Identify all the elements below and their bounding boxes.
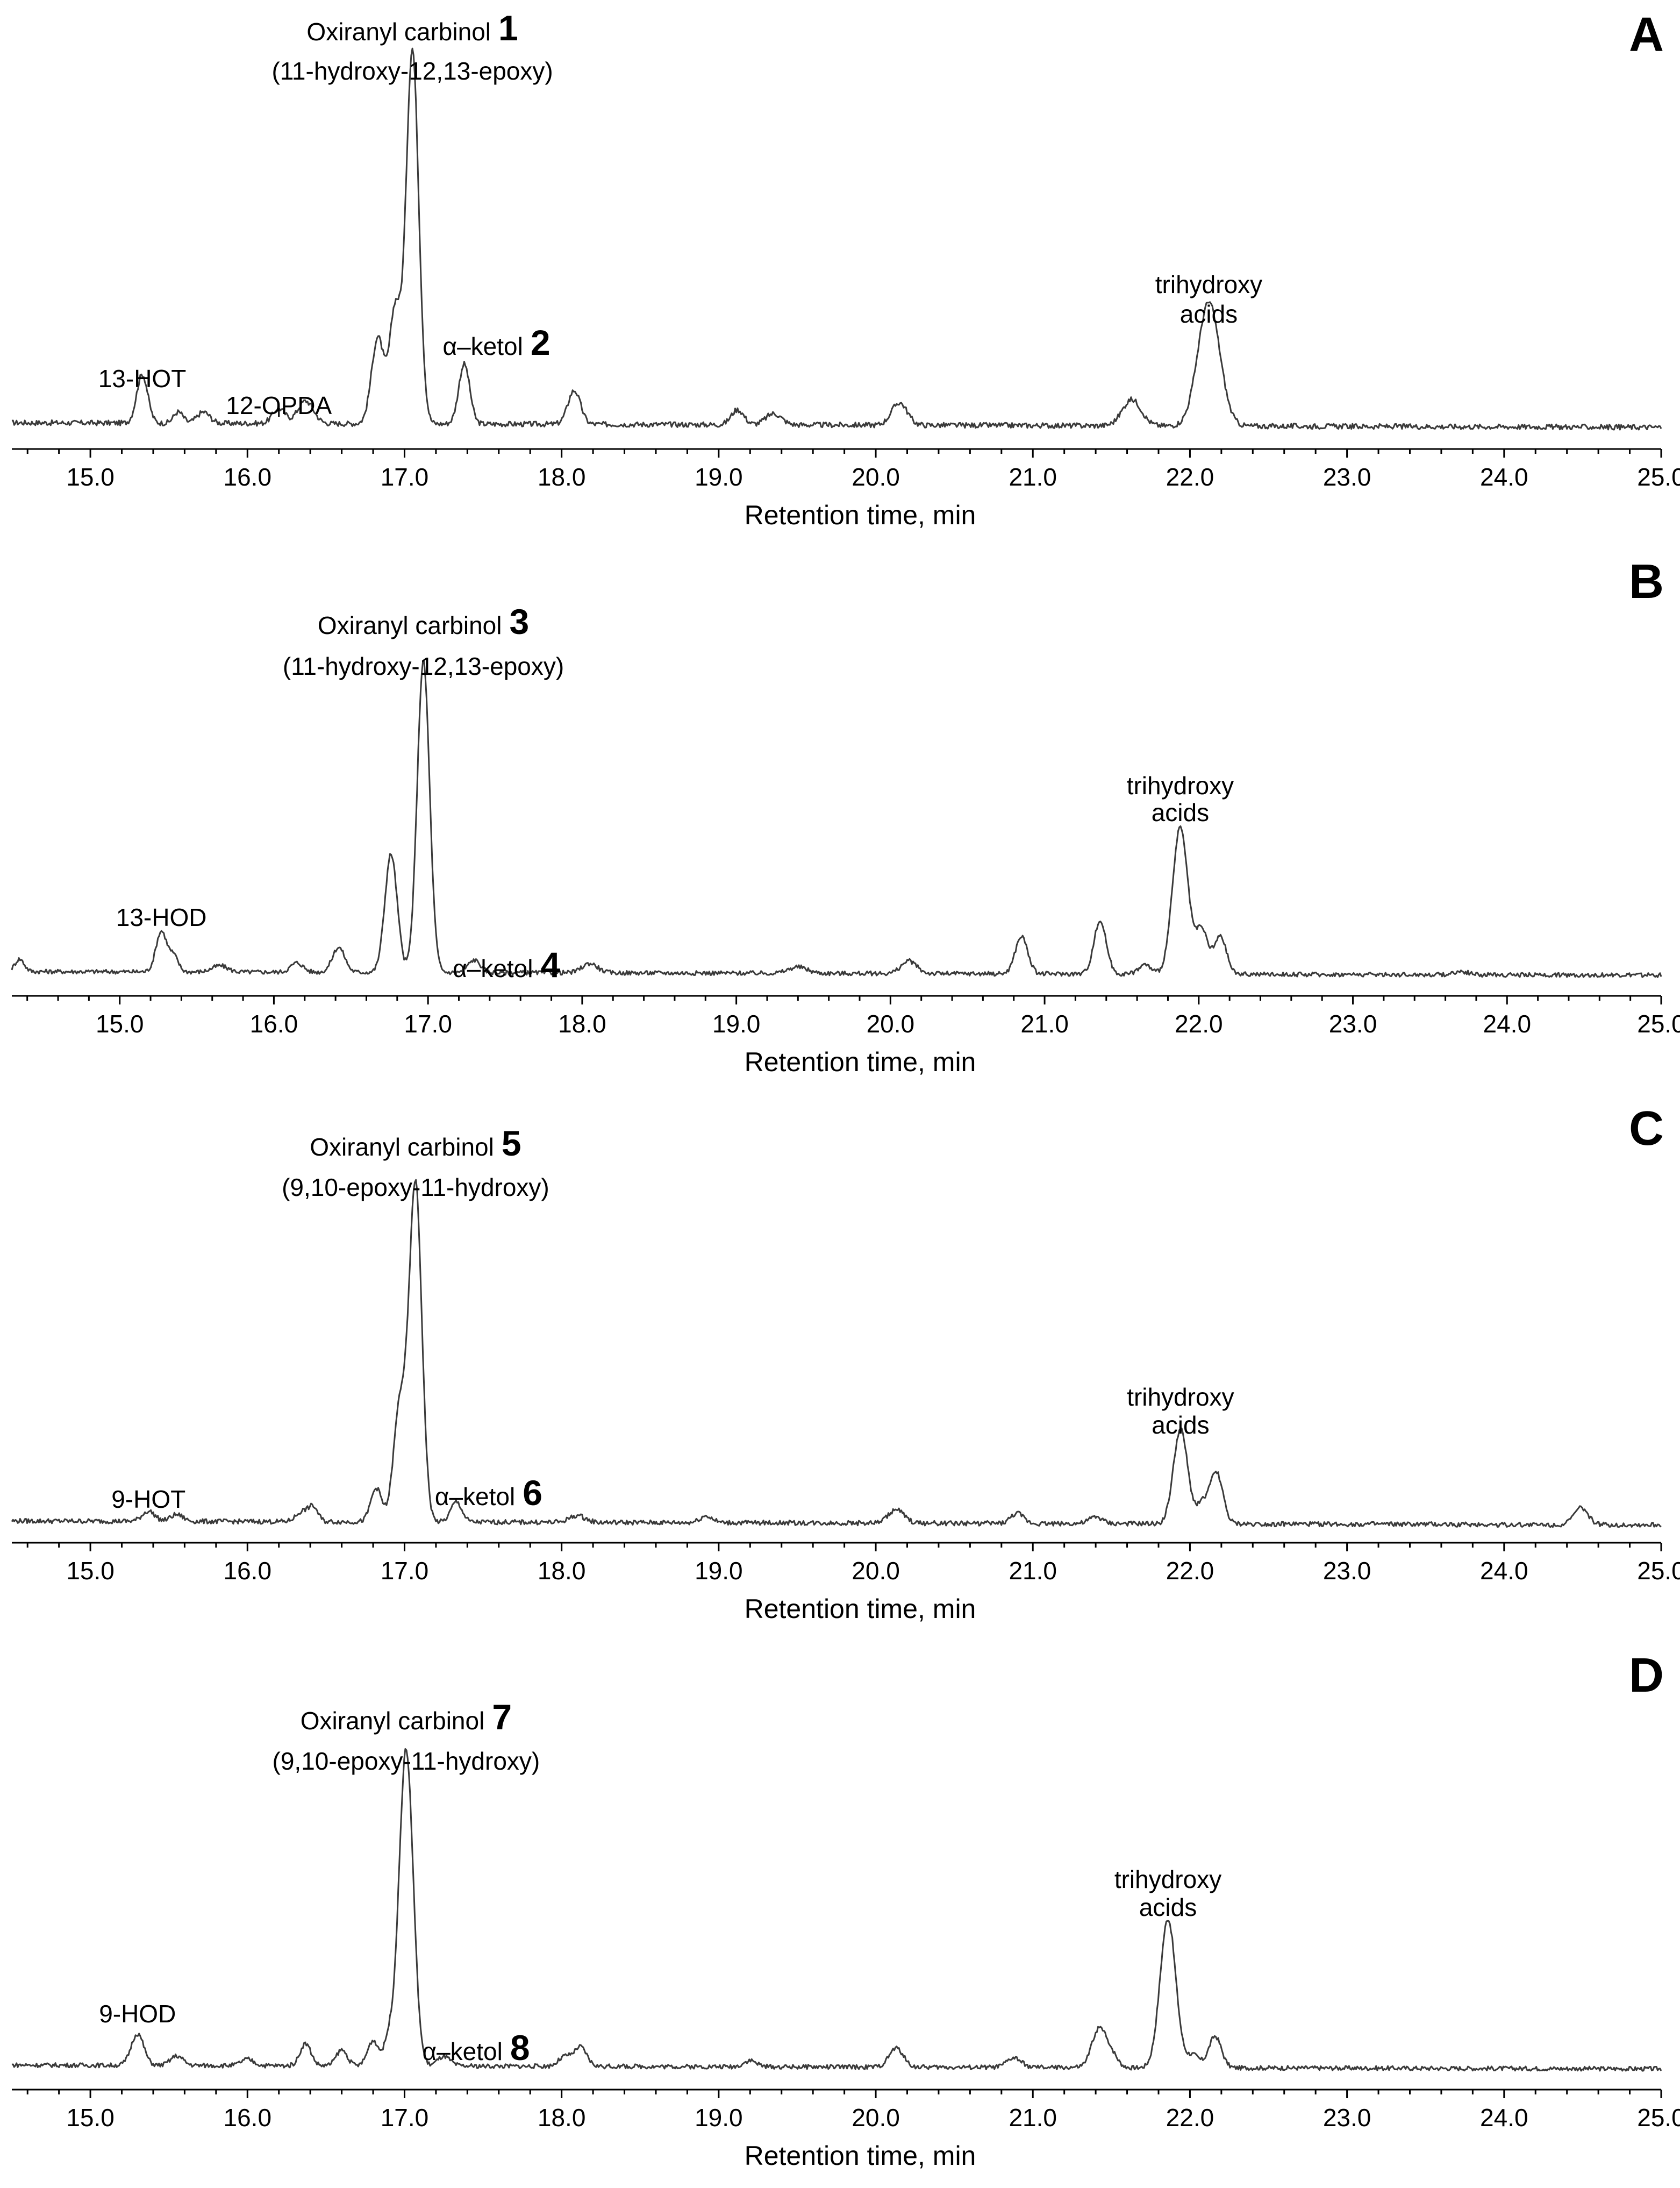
chart-svg: 15.0 16.0 17.0 18.0 19.0 20.0 21.0 22.0 23.0 24.0… — [11, 555, 1680, 1077]
chromatogram-trace — [11, 47, 1662, 431]
x-tick-label: 19.0 — [695, 2104, 743, 2132]
peak-label-compound-2: α–ketol 2 — [442, 323, 550, 362]
chromatogram-panel-d: 15.0 16.0 17.0 18.0 19.0 20.0 21.0 22.0 23.0 24.0… — [0, 1641, 1680, 2187]
x-tick-label: 20.0 — [852, 1557, 900, 1585]
x-tick-label: 23.0 — [1329, 1010, 1377, 1038]
x-tick-label: 25.0 — [1637, 1010, 1680, 1038]
chromatogram-trace — [11, 1748, 1662, 2072]
panel-label: D — [1629, 1649, 1664, 1702]
x-axis-title: Retention time, min — [745, 1047, 976, 1077]
x-tick-label: 22.0 — [1175, 1010, 1223, 1038]
x-tick-label: 25.0 — [1637, 463, 1680, 491]
peak-label: (9,10-epoxy-11-hydroxy) — [282, 1173, 549, 1201]
x-tick-label: 17.0 — [381, 1557, 429, 1585]
x-tick-label: 18.0 — [538, 1557, 586, 1585]
x-tick-label: 23.0 — [1323, 1557, 1371, 1585]
x-tick-label: 21.0 — [1009, 2104, 1057, 2132]
peak-label: 13-HOT — [98, 365, 187, 393]
chart-svg: 15.0 16.0 17.0 18.0 19.0 20.0 21.0 22.0 23.0 24.0… — [11, 1649, 1680, 2171]
peak-label: acids — [1152, 1411, 1209, 1439]
peak-label: 9-HOD — [99, 2000, 176, 2028]
x-tick-label: 18.0 — [538, 463, 586, 491]
peak-label: acids — [1139, 1893, 1197, 1921]
x-tick-label: 15.0 — [66, 2104, 115, 2132]
x-tick-label: 16.0 — [224, 2104, 272, 2132]
peak-label-compound-7: Oxiranyl carbinol 7 — [301, 1697, 512, 1737]
peak-label: acids — [1152, 799, 1209, 826]
x-tick-label: 16.0 — [250, 1010, 298, 1038]
chromatogram-panel-a: 15.0 16.0 17.0 18.0 19.0 20.0 21.0 22.0 23.0 24.0… — [0, 0, 1680, 547]
chromatogram-trace — [11, 1179, 1662, 1528]
x-tick-label: 17.0 — [381, 2104, 429, 2132]
x-tick-label: 18.0 — [558, 1010, 606, 1038]
x-tick-label: 21.0 — [1009, 1557, 1057, 1585]
x-tick-label: 22.0 — [1166, 1557, 1214, 1585]
chart-svg: 15.0 16.0 17.0 18.0 19.0 20.0 21.0 22.0 23.0 24.0… — [11, 1102, 1680, 1624]
x-tick-label: 23.0 — [1323, 463, 1371, 491]
x-tick-label: 16.0 — [224, 1557, 272, 1585]
chromatogram-trace — [11, 660, 1662, 978]
peak-label-compound-3: Oxiranyl carbinol 3 — [318, 602, 529, 642]
peak-label: trihydroxy — [1127, 1383, 1234, 1411]
x-axis-title: Retention time, min — [745, 1594, 976, 1624]
x-tick-label: 22.0 — [1166, 463, 1214, 491]
peak-label-compound-8: α–ketol 8 — [422, 2028, 530, 2068]
peak-label: trihydroxy — [1127, 772, 1234, 800]
x-tick-label: 18.0 — [538, 2104, 586, 2132]
peak-label: 9-HOT — [111, 1485, 185, 1513]
x-tick-label: 19.0 — [712, 1010, 761, 1038]
peak-label-compound-1: Oxiranyl carbinol 1 — [306, 8, 518, 48]
panel-label: A — [1629, 8, 1664, 62]
x-tick-label: 24.0 — [1480, 2104, 1528, 2132]
peak-label: trihydroxy — [1114, 1865, 1221, 1893]
chromatogram-panel-b: 15.0 16.0 17.0 18.0 19.0 20.0 21.0 22.0 23.0 24.0… — [0, 547, 1680, 1094]
x-tick-label: 20.0 — [852, 2104, 900, 2132]
x-tick-label: 15.0 — [66, 463, 115, 491]
x-tick-label: 19.0 — [695, 463, 743, 491]
x-tick-label: 20.0 — [852, 463, 900, 491]
peak-label: (9,10-epoxy-11-hydroxy) — [273, 1747, 540, 1775]
peak-label: acids — [1180, 300, 1238, 328]
x-tick-label: 25.0 — [1637, 2104, 1680, 2132]
x-tick-label: 23.0 — [1323, 2104, 1371, 2132]
x-tick-label: 21.0 — [1009, 463, 1057, 491]
x-tick-label: 25.0 — [1637, 1557, 1680, 1585]
x-axis-title: Retention time, min — [745, 2141, 976, 2171]
peak-label: (11-hydroxy-12,13-epoxy) — [283, 652, 564, 680]
panel-label: B — [1629, 555, 1664, 609]
x-tick-label: 16.0 — [224, 463, 272, 491]
peak-label: 13-HOD — [116, 903, 207, 931]
peak-label-compound-6: α–ketol 6 — [435, 1473, 542, 1513]
x-tick-label: 21.0 — [1020, 1010, 1069, 1038]
x-tick-label: 24.0 — [1483, 1010, 1532, 1038]
peak-label: (11-hydroxy-12,13-epoxy) — [271, 57, 553, 85]
x-tick-label: 19.0 — [695, 1557, 743, 1585]
peak-label-compound-4: α–ketol 4 — [453, 945, 560, 985]
x-tick-label: 17.0 — [404, 1010, 452, 1038]
panel-label: C — [1629, 1102, 1664, 1156]
x-axis-title: Retention time, min — [745, 500, 976, 530]
peak-label-compound-5: Oxiranyl carbinol 5 — [310, 1123, 521, 1163]
x-tick-label: 22.0 — [1166, 2104, 1214, 2132]
x-tick-label: 15.0 — [66, 1557, 115, 1585]
x-tick-label: 24.0 — [1480, 1557, 1528, 1585]
chromatogram-panel-c: 15.0 16.0 17.0 18.0 19.0 20.0 21.0 22.0 23.0 24.0… — [0, 1094, 1680, 1641]
x-tick-label: 17.0 — [381, 463, 429, 491]
x-tick-label: 20.0 — [867, 1010, 915, 1038]
x-tick-label: 24.0 — [1480, 463, 1528, 491]
chart-svg: 15.0 16.0 17.0 18.0 19.0 20.0 21.0 22.0 23.0 24.0… — [11, 8, 1680, 530]
peak-label: trihydroxy — [1155, 270, 1262, 298]
x-tick-label: 15.0 — [96, 1010, 144, 1038]
